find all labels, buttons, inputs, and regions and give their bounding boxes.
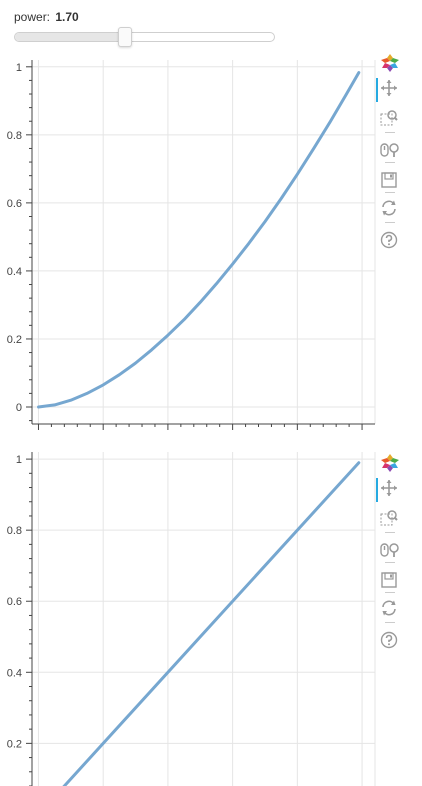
y-tick-label: 0.8	[7, 130, 22, 142]
wheel-zoom-icon[interactable]	[376, 138, 404, 164]
help-icon[interactable]	[376, 628, 404, 654]
series-line	[37, 71, 361, 409]
series-line	[62, 461, 361, 786]
slider-handle[interactable]	[117, 27, 132, 47]
reset-icon[interactable]	[376, 596, 404, 622]
toolbar-separator	[385, 162, 395, 163]
y-tick-label: 1	[16, 454, 22, 466]
y-tick-label: 0.6	[7, 596, 22, 608]
slider-fill	[15, 33, 124, 41]
help-icon[interactable]	[376, 228, 404, 254]
y-tick-label: 1	[16, 62, 22, 74]
slider-track[interactable]	[14, 27, 275, 47]
wheel-zoom-icon[interactable]	[376, 538, 404, 564]
toolbar-separator	[385, 132, 395, 133]
y-tick-label: 0.2	[7, 334, 22, 346]
y-tick-label: 0.6	[7, 198, 22, 210]
toolbar-separator	[385, 532, 395, 533]
toolbar-separator	[385, 592, 395, 593]
toolbar-separator	[385, 622, 395, 623]
y-tick-label: 0.2	[7, 738, 22, 750]
pan-icon[interactable]	[376, 476, 404, 502]
slider-label: power:	[14, 10, 51, 24]
toolbar-separator	[385, 192, 395, 193]
slider-title: power: 1.70	[14, 8, 274, 26]
bokeh-logo-icon[interactable]	[376, 50, 404, 76]
y-tick-label: 0.4	[7, 667, 22, 679]
slider-value: 1.70	[55, 10, 79, 24]
save-icon[interactable]	[376, 568, 404, 594]
pan-icon[interactable]	[376, 76, 404, 102]
y-tick-label: 0.8	[7, 525, 22, 537]
save-icon[interactable]	[376, 168, 404, 194]
bokeh-logo-icon[interactable]	[376, 450, 404, 476]
box-zoom-icon[interactable]	[376, 106, 404, 132]
toolbar-separator	[385, 222, 395, 223]
reset-icon[interactable]	[376, 196, 404, 222]
y-tick-label: 0	[16, 402, 22, 414]
y-tick-label: 0.4	[7, 266, 22, 278]
box-zoom-icon[interactable]	[376, 506, 404, 532]
power-slider-widget: power: 1.70	[14, 8, 275, 47]
toolbar-separator	[385, 562, 395, 563]
plot-linear[interactable]: 0.2 0.4 0.6 0.8 1	[0, 452, 376, 786]
plot-power-curve[interactable]: 00.20.40.60.8100.20.40.60.81	[0, 52, 376, 432]
